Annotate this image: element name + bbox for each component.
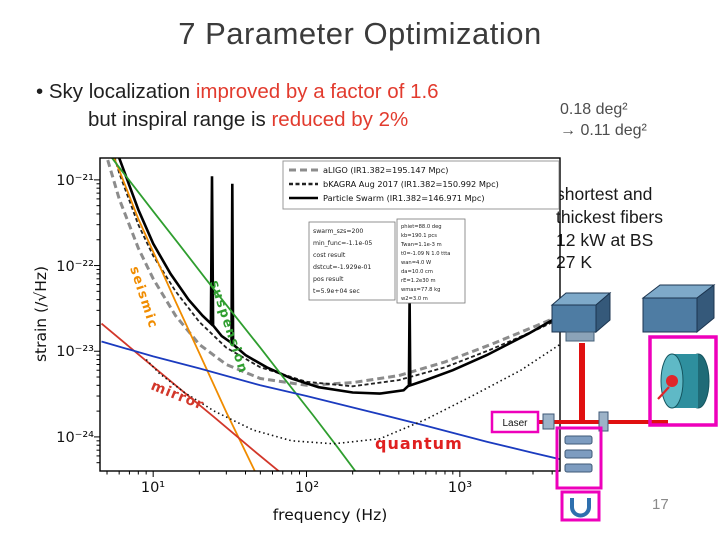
seismic-label: seismic [126,265,160,331]
input-optic-2 [598,411,609,432]
param-box-left: swarm_szs=200 min_func=-1.1e-05 cost res… [308,221,396,301]
axis-ticks [94,179,553,477]
x-tick-label: 10² [295,480,319,496]
param-line: swarm_szs=200 [313,228,363,235]
stack-plate [564,435,593,445]
suspension-stack [555,426,603,490]
sky-area-after: → 0.11 deg² [560,121,647,139]
param-box-left-frame [308,221,396,301]
series-particle-swarm [117,158,560,395]
note-line: 12 kW at BS [556,229,654,250]
note-line: thickest fibers [556,206,663,227]
param-line: phiet=88.0 deg [401,224,442,230]
note-line: shortest and [556,184,653,204]
beam-spot [666,375,678,387]
magenta-enclosure [648,335,718,427]
page-number: 17 [652,496,669,513]
bullet-text-red-2: reduced by 2% [271,107,409,131]
param-box-right-frame [396,218,466,304]
test-mass-enclosure [648,335,718,427]
slide-title: 7 Parameter Optimization [178,16,542,51]
series-aligo [105,158,560,387]
x-tick-label: 10¹ [141,480,165,496]
series-total-dotted [145,343,560,445]
mirror-label: mirror [149,378,207,414]
stack-plate [564,449,593,459]
laser-source: Laser [490,410,540,434]
param-line: da=10.0 cm [401,269,433,275]
sky-area-annotation: 0.18 deg² → 0.11 deg² [560,100,647,142]
bullet-text-black-1: Sky localization [48,80,196,103]
y-axis-label: strain (/√Hz) [32,266,50,362]
legend-entry: aLIGO (IR1.382=195.147 Mpc) [323,165,448,175]
bullet-text: • Sky localization improved by a factor … [36,78,439,133]
series-seismic [113,158,256,471]
input-optic-1 [542,413,555,430]
quantum-label: quantum [375,434,463,453]
vertical-beam [579,343,585,422]
chart-legend: aLIGO (IR1.382=195.147 Mpc) bKAGRA Aug 2… [282,160,560,210]
magnet-u-icon [570,498,591,518]
y-tick-label: 10⁻²² [56,259,94,275]
cryostat-front-face [551,304,597,333]
param-line: t0=-1.09 N 1.0 ttta [401,251,450,257]
param-line: wmax=77.8 kg [401,287,440,293]
cryostat-box-left [550,291,612,334]
beam-arrow [657,386,670,400]
optical-layout-diagram: Laser [490,283,718,522]
sky-area-before: 0.18 deg² [560,101,628,118]
laser-box [490,410,540,434]
x-tick-label: 10³ [448,480,472,496]
bullet-marker: • [36,80,49,103]
param-line: dstcut=-1.929e-01 [313,264,371,271]
series-quantum [101,340,560,461]
chart-curves [100,158,560,471]
y-tick-label: 10⁻²¹ [56,173,94,189]
param-line: rE=1.2e30 m [401,278,436,284]
series-bkagra-aug-2017 [113,158,560,388]
legend-entry: Particle Swarm (IR1.382=146.971 Mpc) [323,193,485,203]
param-line: t=5.9e+04 sec [313,288,360,295]
notes-text: shortest and thickest fibers 12 kW at BS… [556,183,663,274]
end-mirror-bar [565,331,595,342]
cryostat-box-right [641,283,716,334]
bullet-text-black-2: but inspiral range is [88,107,272,131]
y-tick-label: 10⁻²⁴ [56,430,94,446]
laser-label: Laser [502,418,528,429]
param-line: w2=3.0 m [401,296,428,302]
param-line: pos result [313,276,344,283]
param-box-right: phiet=88.0 deg kb=190.1 pcs Twan=1.1e-3 … [396,218,466,304]
x-axis-label: frequency (Hz) [273,506,388,524]
series-suspension [110,158,357,471]
magnet-box [560,490,601,522]
magnet-enclosure [560,490,601,522]
stack-plate [564,463,593,473]
series-mirror [100,322,281,471]
cryostat-front-face [642,297,698,333]
param-line: min_func=-1.1e-05 [313,240,372,247]
legend-samples [289,168,318,200]
legend-entry: bKAGRA Aug 2017 (IR1.382=150.992 Mpc) [323,179,499,189]
param-line: kb=190.1 pcs [401,233,437,239]
stack-enclosure [555,426,603,490]
bullet-line-2: but inspiral range is reduced by 2% [88,106,439,134]
legend-frame [282,160,560,210]
y-tick-label: 10⁻²³ [56,344,94,360]
param-line: Twan=1.1e-3 m [400,242,442,248]
note-line: 27 K [556,252,592,273]
bullet-text-red-1: improved by a factor of 1.6 [195,80,439,103]
param-line: wan=4.0 W [401,260,431,266]
param-line: cost result [313,252,346,259]
